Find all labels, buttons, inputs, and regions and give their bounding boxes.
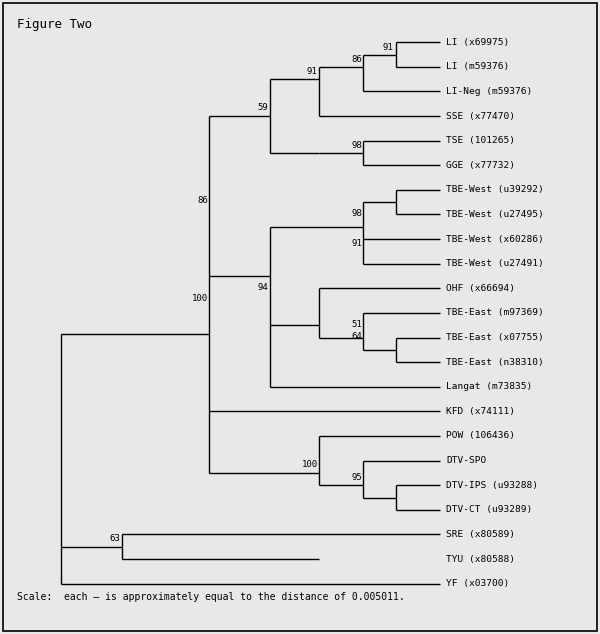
Text: TBE-East (x07755): TBE-East (x07755) [446, 333, 544, 342]
Text: 98: 98 [351, 209, 362, 218]
Text: 86: 86 [351, 55, 362, 64]
Text: SSE (x77470): SSE (x77470) [446, 112, 515, 120]
Text: TSE (101265): TSE (101265) [446, 136, 515, 145]
Text: 98: 98 [351, 141, 362, 150]
Text: POW (106436): POW (106436) [446, 432, 515, 441]
Text: YF (x03700): YF (x03700) [446, 579, 510, 588]
Text: DTV-SPO: DTV-SPO [446, 456, 487, 465]
Text: 64: 64 [351, 332, 362, 341]
Text: 100: 100 [192, 294, 208, 303]
Text: GGE (x77732): GGE (x77732) [446, 161, 515, 170]
Text: OHF (x66694): OHF (x66694) [446, 284, 515, 293]
Text: TBE-East (m97369): TBE-East (m97369) [446, 308, 544, 318]
Text: Scale:  each – is approximately equal to the distance of 0.005011.: Scale: each – is approximately equal to … [17, 592, 405, 602]
Text: 59: 59 [257, 103, 268, 112]
Text: 95: 95 [351, 472, 362, 481]
Text: 86: 86 [197, 196, 208, 205]
Text: SRE (x80589): SRE (x80589) [446, 530, 515, 539]
Text: 94: 94 [257, 283, 268, 292]
Text: LI (m59376): LI (m59376) [446, 62, 510, 71]
Text: TBE-East (n38310): TBE-East (n38310) [446, 358, 544, 366]
Text: 51: 51 [351, 320, 362, 329]
Text: KFD (x74111): KFD (x74111) [446, 407, 515, 416]
Text: Langat (m73835): Langat (m73835) [446, 382, 533, 391]
Text: TBE-West (u39292): TBE-West (u39292) [446, 185, 544, 195]
Text: TBE-West (u27491): TBE-West (u27491) [446, 259, 544, 268]
Text: LI-Neg (m59376): LI-Neg (m59376) [446, 87, 533, 96]
Text: 91: 91 [307, 67, 317, 76]
Text: DTV-IPS (u93288): DTV-IPS (u93288) [446, 481, 538, 489]
Text: Figure Two: Figure Two [17, 18, 92, 30]
Text: 100: 100 [301, 460, 317, 469]
Text: 63: 63 [110, 534, 121, 543]
Text: 91: 91 [383, 42, 393, 51]
Text: DTV-CT (u93289): DTV-CT (u93289) [446, 505, 533, 514]
Text: LI (x69975): LI (x69975) [446, 37, 510, 47]
Text: TBE-West (u27495): TBE-West (u27495) [446, 210, 544, 219]
Text: TBE-West (x60286): TBE-West (x60286) [446, 235, 544, 243]
Text: TYU (x80588): TYU (x80588) [446, 555, 515, 564]
Text: 91: 91 [351, 240, 362, 249]
